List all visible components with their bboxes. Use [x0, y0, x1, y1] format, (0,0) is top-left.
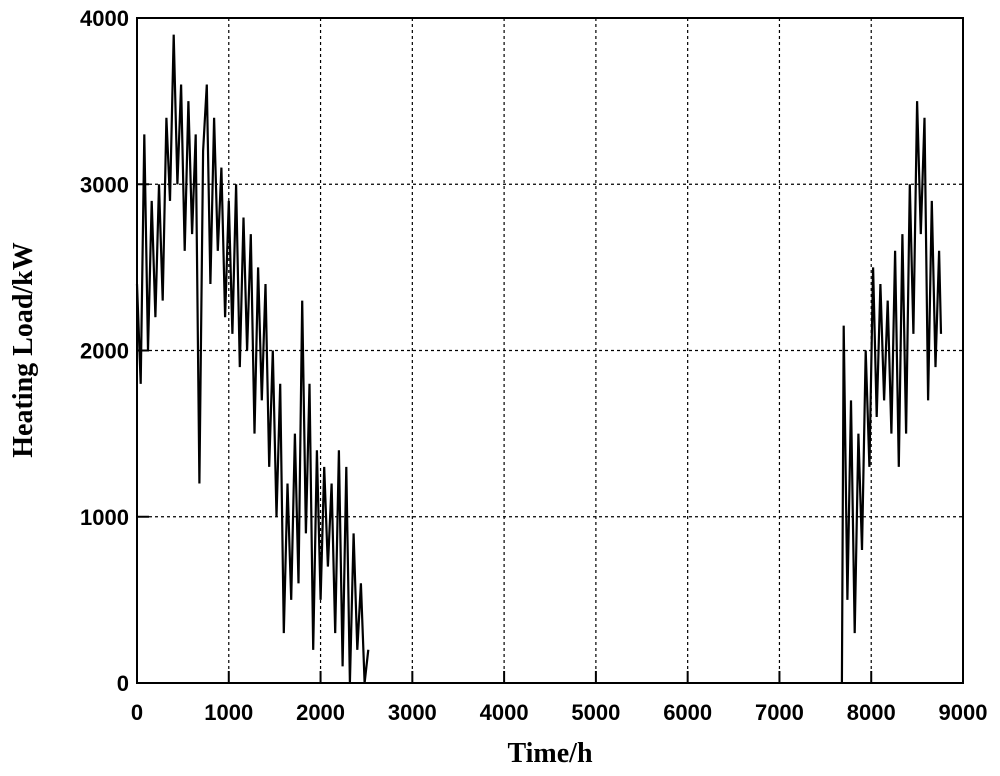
x-tick-label: 8000	[847, 700, 896, 725]
x-tick-label: 9000	[939, 700, 988, 725]
y-axis-label: Heating Load/kW	[8, 242, 39, 457]
x-tick-label: 4000	[480, 700, 529, 725]
y-tick-label: 0	[117, 671, 129, 696]
x-axis-label: Time/h	[507, 738, 592, 769]
x-tick-label: 2000	[296, 700, 345, 725]
x-tick-label: 0	[131, 700, 143, 725]
x-tick-label: 5000	[571, 700, 620, 725]
x-tick-label: 3000	[388, 700, 437, 725]
x-tick-label: 7000	[755, 700, 804, 725]
y-tick-label: 2000	[80, 339, 129, 364]
y-tick-label: 1000	[80, 505, 129, 530]
x-tick-label: 1000	[204, 700, 253, 725]
y-tick-label: 4000	[80, 6, 129, 31]
plot-frame	[136, 17, 964, 684]
y-tick-label: 3000	[80, 172, 129, 197]
x-tick-label: 6000	[663, 700, 712, 725]
data-line	[135, 34, 943, 684]
